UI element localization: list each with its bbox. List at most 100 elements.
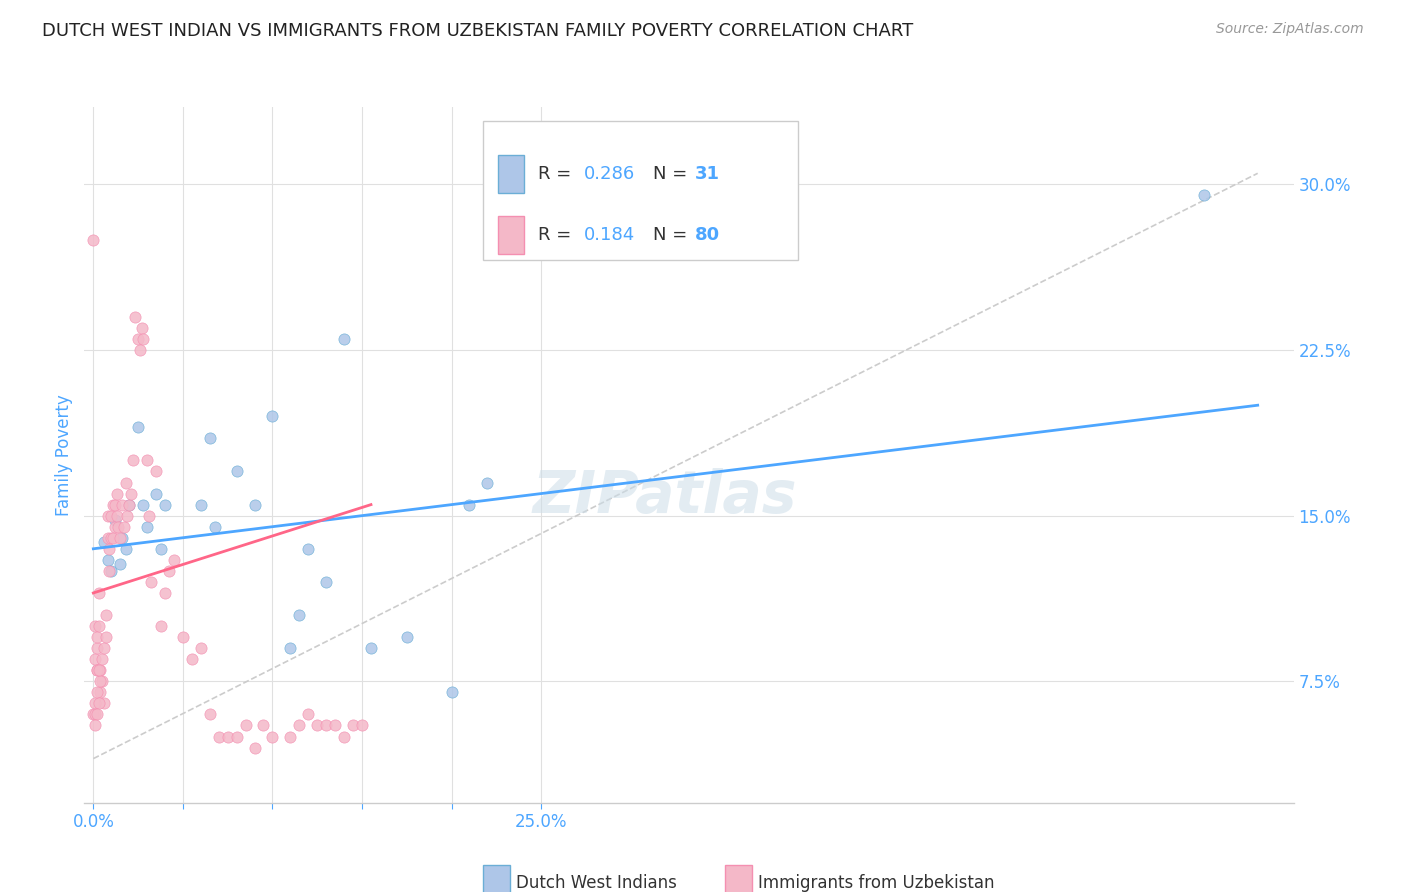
Point [136, 453, 159, 467]
Point [360, 641, 382, 656]
Point [150, 541, 173, 556]
Point [440, 685, 463, 699]
Point [132, 332, 155, 346]
Point [94, 608, 117, 623]
Point [104, 519, 127, 533]
Point [97, 508, 120, 523]
Point [288, 608, 311, 623]
Point [243, 498, 266, 512]
Point [235, 718, 257, 732]
Point [204, 519, 226, 533]
Point [225, 730, 247, 744]
Point [82, 707, 104, 722]
Point [84, 697, 107, 711]
Point [89, 663, 111, 677]
Point [84, 707, 107, 722]
Point [315, 574, 337, 589]
Point [118, 498, 141, 512]
Point [101, 498, 124, 512]
Point [105, 508, 128, 523]
Point [145, 465, 167, 479]
Point [138, 508, 160, 523]
Point [117, 508, 139, 523]
Point [163, 553, 186, 567]
Point [114, 541, 136, 556]
Point [153, 586, 176, 600]
Point [86, 707, 108, 722]
Point [89, 685, 111, 699]
Point [100, 531, 122, 545]
Point [91, 674, 114, 689]
Point [114, 475, 136, 490]
Text: 31: 31 [695, 165, 720, 183]
Point [84, 718, 107, 732]
Point [121, 453, 143, 467]
Point [333, 730, 356, 744]
Point [262, 409, 284, 424]
Point [1192, 188, 1215, 202]
Point [93, 535, 115, 549]
Point [98, 541, 121, 556]
Point [342, 718, 364, 732]
Point [97, 531, 120, 545]
Point [84, 652, 107, 666]
Point [93, 697, 115, 711]
Y-axis label: Family Poverty: Family Poverty [55, 394, 73, 516]
Point [131, 321, 153, 335]
Point [477, 475, 499, 490]
Point [108, 531, 131, 545]
Point [150, 619, 173, 633]
Point [86, 630, 108, 644]
Text: Source: ZipAtlas.com: Source: ZipAtlas.com [1216, 22, 1364, 37]
Point [127, 420, 149, 434]
Point [111, 498, 134, 512]
Point [172, 630, 194, 644]
Point [100, 564, 122, 578]
Point [91, 652, 114, 666]
Text: ZIPatlas: ZIPatlas [533, 468, 797, 525]
Point [82, 233, 104, 247]
Point [280, 730, 302, 744]
Text: N =: N = [652, 165, 693, 183]
Point [120, 486, 142, 500]
Point [180, 652, 202, 666]
Point [86, 663, 108, 677]
Point [87, 619, 110, 633]
Point [288, 718, 311, 732]
Point [190, 498, 212, 512]
Point [350, 718, 373, 732]
Text: R =: R = [538, 165, 576, 183]
Point [198, 707, 221, 722]
Point [124, 310, 146, 324]
Point [104, 498, 127, 512]
Point [458, 498, 481, 512]
Point [395, 630, 418, 644]
Point [118, 498, 141, 512]
Point [93, 641, 115, 656]
Point [107, 519, 129, 533]
Point [198, 431, 221, 445]
Point [252, 718, 274, 732]
Point [111, 531, 134, 545]
Point [208, 730, 231, 744]
Text: Immigrants from Uzbekistan: Immigrants from Uzbekistan [758, 874, 994, 892]
Point [86, 685, 108, 699]
Point [87, 697, 110, 711]
Text: 0.286: 0.286 [583, 165, 636, 183]
FancyBboxPatch shape [484, 121, 797, 260]
Point [128, 343, 150, 357]
Point [87, 663, 110, 677]
Point [297, 541, 319, 556]
Point [94, 630, 117, 644]
Point [132, 498, 155, 512]
Text: 0.184: 0.184 [583, 226, 636, 244]
Point [127, 332, 149, 346]
Point [307, 718, 329, 732]
Text: N =: N = [652, 226, 693, 244]
Point [225, 465, 247, 479]
Point [243, 740, 266, 755]
Point [139, 574, 162, 589]
Point [262, 730, 284, 744]
Point [98, 564, 121, 578]
Point [112, 519, 135, 533]
